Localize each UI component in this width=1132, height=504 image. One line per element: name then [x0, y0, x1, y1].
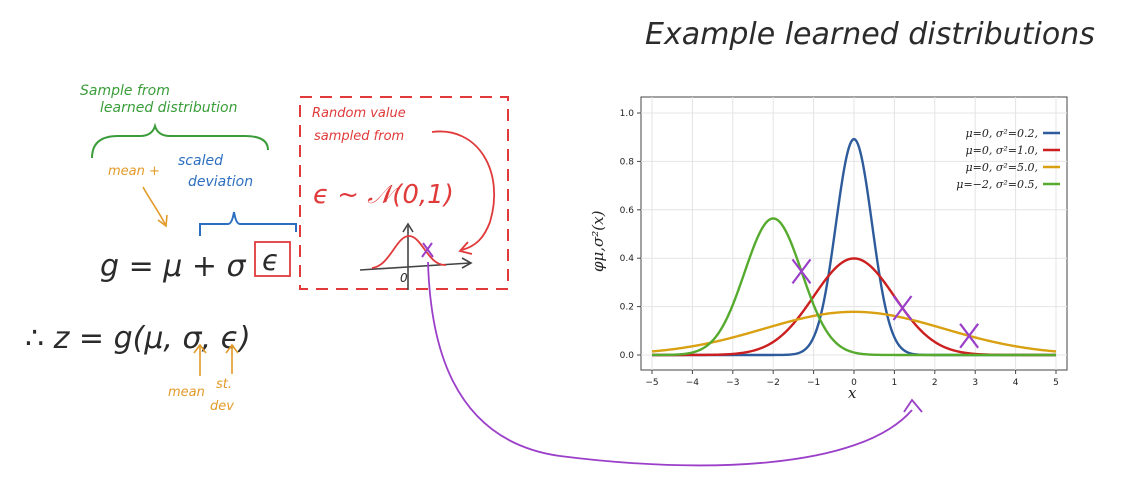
green-brace [91, 122, 269, 159]
y-tick-label: 0.6 [620, 206, 635, 216]
annotation-dev: dev [210, 399, 234, 414]
sample-mark-1 [892, 295, 913, 321]
mini-zero-label: 0 [400, 271, 408, 285]
annotation-random-value: Random value [312, 106, 406, 121]
x-tick-label: 0 [851, 378, 857, 388]
chart-grid [641, 97, 1067, 370]
random-value-box [299, 96, 509, 290]
mini-normal-plot: 0 [359, 222, 473, 290]
orange-arrow-mean [142, 186, 166, 225]
x-tick-label: 3 [972, 378, 978, 388]
x-tick-label: −2 [767, 378, 780, 388]
annotation-st: st. [216, 377, 232, 392]
y-tick-label: 0.4 [620, 254, 635, 264]
x-tick-label: 4 [1013, 378, 1019, 388]
y-tick-label: 0.0 [620, 351, 635, 361]
page-title: Example learned distributions [645, 17, 1095, 52]
annotation-sampled-from: sampled from [314, 129, 404, 144]
sample-mark-2 [959, 323, 980, 349]
legend-entry-label: μ=0, σ²=5.0, [966, 161, 1038, 174]
series-line-3 [652, 217, 1056, 357]
chart-legend: μ=0, σ²=0.2, μ=0, σ²=1.0, μ=0, σ²=5.0, μ=−2… [956, 127, 1060, 191]
x-tick-label: −5 [645, 378, 658, 388]
y-axis-label: φμ,σ²(x) [589, 210, 607, 272]
legend-entry-label: μ=−2, σ²=0.5, [956, 178, 1038, 191]
blue-brace [199, 211, 297, 236]
annotation-learned-distribution: learned distribution [100, 100, 237, 116]
x-tick-label: 2 [932, 378, 938, 388]
annotation-mean-plus: mean + [108, 164, 160, 179]
equation-epsilon: ϵ [262, 244, 279, 277]
chart-ticks: −5 −4 −3 −2 −1 0 1 2 3 4 5 0.0 0.2 0.4 0.6 0.8 1.0 [620, 109, 1059, 388]
annotation-deviation: deviation [188, 174, 253, 190]
x-tick-label: −3 [726, 378, 739, 388]
annotation-sample-from: Sample from [80, 83, 170, 99]
chart-curves [651, 137, 1057, 357]
red-curved-arrow [431, 130, 495, 251]
chart-sample-marks [791, 258, 980, 349]
x-tick-label: 5 [1053, 378, 1059, 388]
y-tick-label: 0.8 [620, 157, 635, 167]
series-line-2 [651, 310, 1057, 353]
y-tick-label: 1.0 [620, 109, 635, 119]
legend-entry-label: μ=0, σ²=0.2, [966, 127, 1038, 140]
legend-entry-label: μ=0, σ²=1.0, [966, 144, 1038, 157]
epsilon-distribution: ϵ ~ 𝒩(0,1) [313, 180, 454, 210]
equation-z: ∴ z = g(μ, σ, ϵ) [25, 321, 251, 356]
x-tick-label: −4 [686, 378, 700, 388]
purple-connector-arrow [427, 261, 913, 467]
distribution-chart: −5 −4 −3 −2 −1 0 1 2 3 4 5 0.0 0.2 0.4 0.6 0.8 1.0 μ=0, … [589, 96, 1068, 402]
annotation-mean: mean [168, 385, 205, 400]
x-tick-label: 1 [892, 378, 898, 388]
x-tick-label: −1 [807, 378, 820, 388]
y-tick-label: 0.2 [620, 303, 634, 313]
sample-mark-0 [791, 258, 812, 285]
annotation-scaled: scaled [178, 153, 223, 169]
equation-g: g = μ + σ [100, 249, 247, 284]
x-axis-label: x [848, 384, 857, 402]
epsilon-highlight-box [254, 241, 291, 277]
